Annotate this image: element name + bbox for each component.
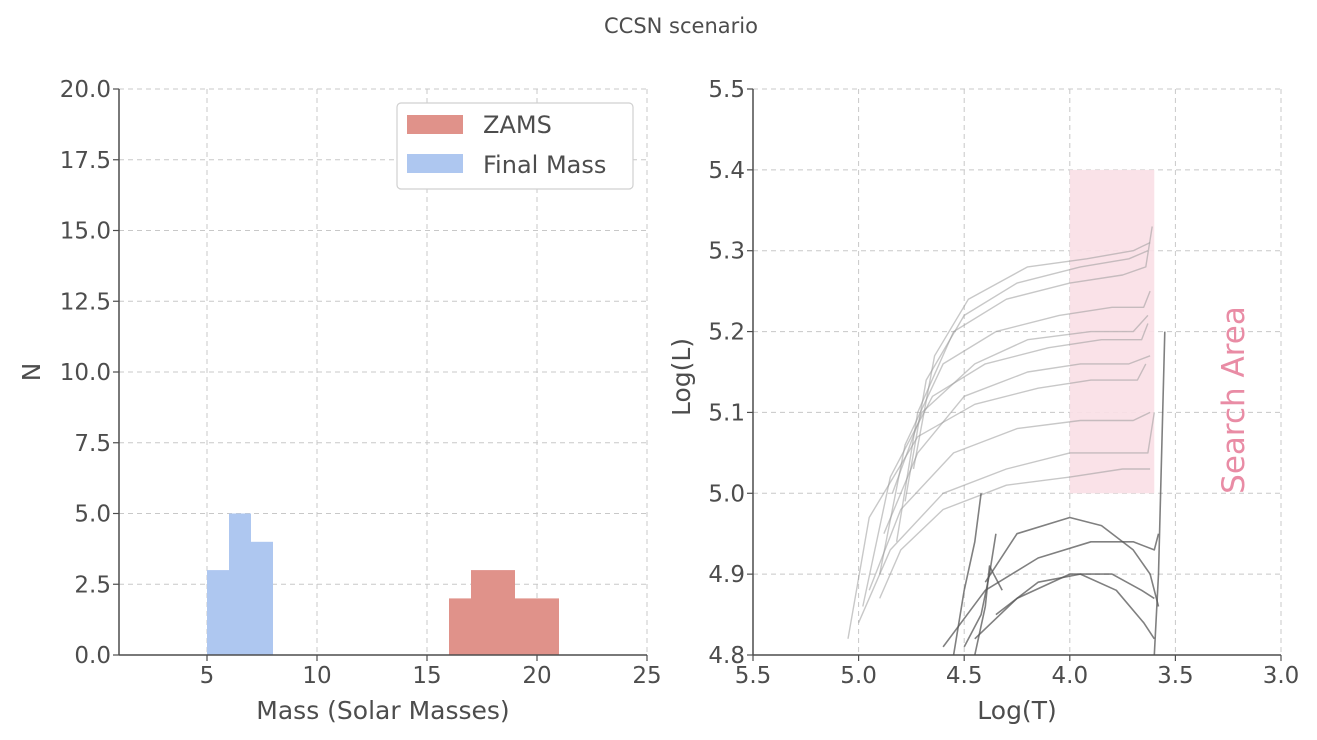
- hr-y-tick-label: 5.5: [708, 77, 745, 103]
- mass-histogram: 0.0 2.5 5.0 7.5 10.0 12.5 15.0 17.5 20.0 5 10 15 20 2…: [17, 77, 662, 725]
- evolution-track: [895, 226, 1153, 542]
- histogram-x-tick-label: 15: [412, 663, 441, 689]
- evolution-track: [974, 565, 1003, 655]
- hr-y-tick-label: 4.9: [708, 562, 745, 588]
- hr-y-tick-label: 5.3: [708, 239, 745, 265]
- histogram-y-tick-label: 7.5: [74, 431, 111, 457]
- histogram-legend: ZAMS Final Mass: [396, 102, 634, 190]
- histogram-y-tick-label: 20.0: [60, 77, 111, 103]
- histogram-bar-zams: [537, 598, 559, 655]
- legend-label-zams: ZAMS: [483, 111, 552, 139]
- figure-title: CCSN scenario: [604, 14, 758, 38]
- histogram-bar-final-mass: [229, 513, 251, 655]
- evolution-track: [868, 411, 1151, 591]
- hr-y-tick-label: 5.1: [708, 400, 745, 426]
- hr-x-tick-label: 5.5: [735, 663, 772, 689]
- histogram-ticks: 0.0 2.5 5.0 7.5 10.0 12.5 15.0 17.5 20.0 5 10 15 20 2…: [60, 77, 662, 689]
- hr-x-tick-label: 3.5: [1157, 663, 1194, 689]
- evolution-track: [963, 533, 997, 648]
- histogram-y-tick-label: 17.5: [60, 148, 111, 174]
- search-area-label: Search Area: [1216, 306, 1252, 494]
- evolution-track: [995, 573, 1155, 640]
- histogram-x-tick-label: 25: [632, 663, 661, 689]
- hr-x-tick-label: 4.5: [946, 663, 983, 689]
- evolution-track: [879, 290, 1151, 575]
- histogram-x-label: Mass (Solar Masses): [256, 696, 509, 725]
- hr-y-label: Log(L): [667, 338, 696, 416]
- histogram-y-tick-label: 12.5: [60, 289, 111, 315]
- evolution-track: [879, 468, 1151, 599]
- hr-y-tick-label: 5.2: [708, 320, 745, 346]
- evolution-track: [862, 323, 1149, 607]
- histogram-bar-zams: [515, 598, 537, 655]
- histogram-y-tick-label: 2.5: [74, 572, 111, 598]
- histogram-bar-final-mass: [251, 541, 273, 655]
- histogram-y-tick-label: 0.0: [74, 643, 111, 669]
- evolution-tracks: [847, 226, 1166, 655]
- histogram-x-tick-label: 5: [200, 663, 215, 689]
- histogram-y-tick-label: 15.0: [60, 219, 111, 245]
- hr-y-tick-label: 5.4: [708, 158, 745, 184]
- histogram-y-label: N: [17, 363, 46, 382]
- legend-swatch-zams: [407, 115, 463, 134]
- histogram-bar-zams: [449, 598, 471, 655]
- hr-x-label: Log(T): [977, 696, 1056, 725]
- histogram-bars: [207, 513, 559, 655]
- histogram-x-tick-label: 20: [522, 663, 551, 689]
- evolution-track: [984, 516, 1160, 607]
- legend-swatch-final-mass: [407, 154, 463, 173]
- hr-y-tick-label: 5.0: [708, 481, 745, 507]
- hr-x-tick-label: 3.0: [1263, 663, 1300, 689]
- hr-y-tick-label: 4.8: [708, 643, 745, 669]
- histogram-x-tick-label: 10: [302, 663, 331, 689]
- evolution-track: [857, 412, 1155, 623]
- histogram-y-tick-label: 5.0: [74, 502, 111, 528]
- evolution-track: [847, 363, 1147, 639]
- evolution-track: [952, 493, 982, 655]
- hr-x-tick-label: 4.0: [1052, 663, 1089, 689]
- histogram-bar-final-mass: [207, 570, 229, 655]
- evolution-track: [883, 355, 1151, 534]
- evolution-track: [891, 314, 1149, 494]
- legend-label-final-mass: Final Mass: [483, 151, 606, 179]
- histogram-bar-zams: [493, 570, 515, 655]
- evolution-track: [912, 241, 1151, 470]
- evolution-track: [942, 533, 1160, 648]
- histogram-bar-zams: [471, 570, 493, 655]
- evolution-track: [904, 250, 1149, 502]
- hr-ticks: 4.8 4.9 5.0 5.1 5.2 5.3 5.4 5.5 5.5 5.0 4.5 4.0 3.5 3…: [708, 77, 1299, 689]
- hr-x-tick-label: 5.0: [840, 663, 877, 689]
- evolution-track: [1153, 331, 1166, 655]
- histogram-y-tick-label: 10.0: [60, 360, 111, 386]
- evolution-track: [974, 573, 1155, 640]
- hr-diagram: 4.8 4.9 5.0 5.1 5.2 5.3 5.4 5.5 5.5 5.0 4.5 4.0 3.5 3…: [667, 77, 1299, 725]
- evolution-track-group: [847, 226, 1166, 655]
